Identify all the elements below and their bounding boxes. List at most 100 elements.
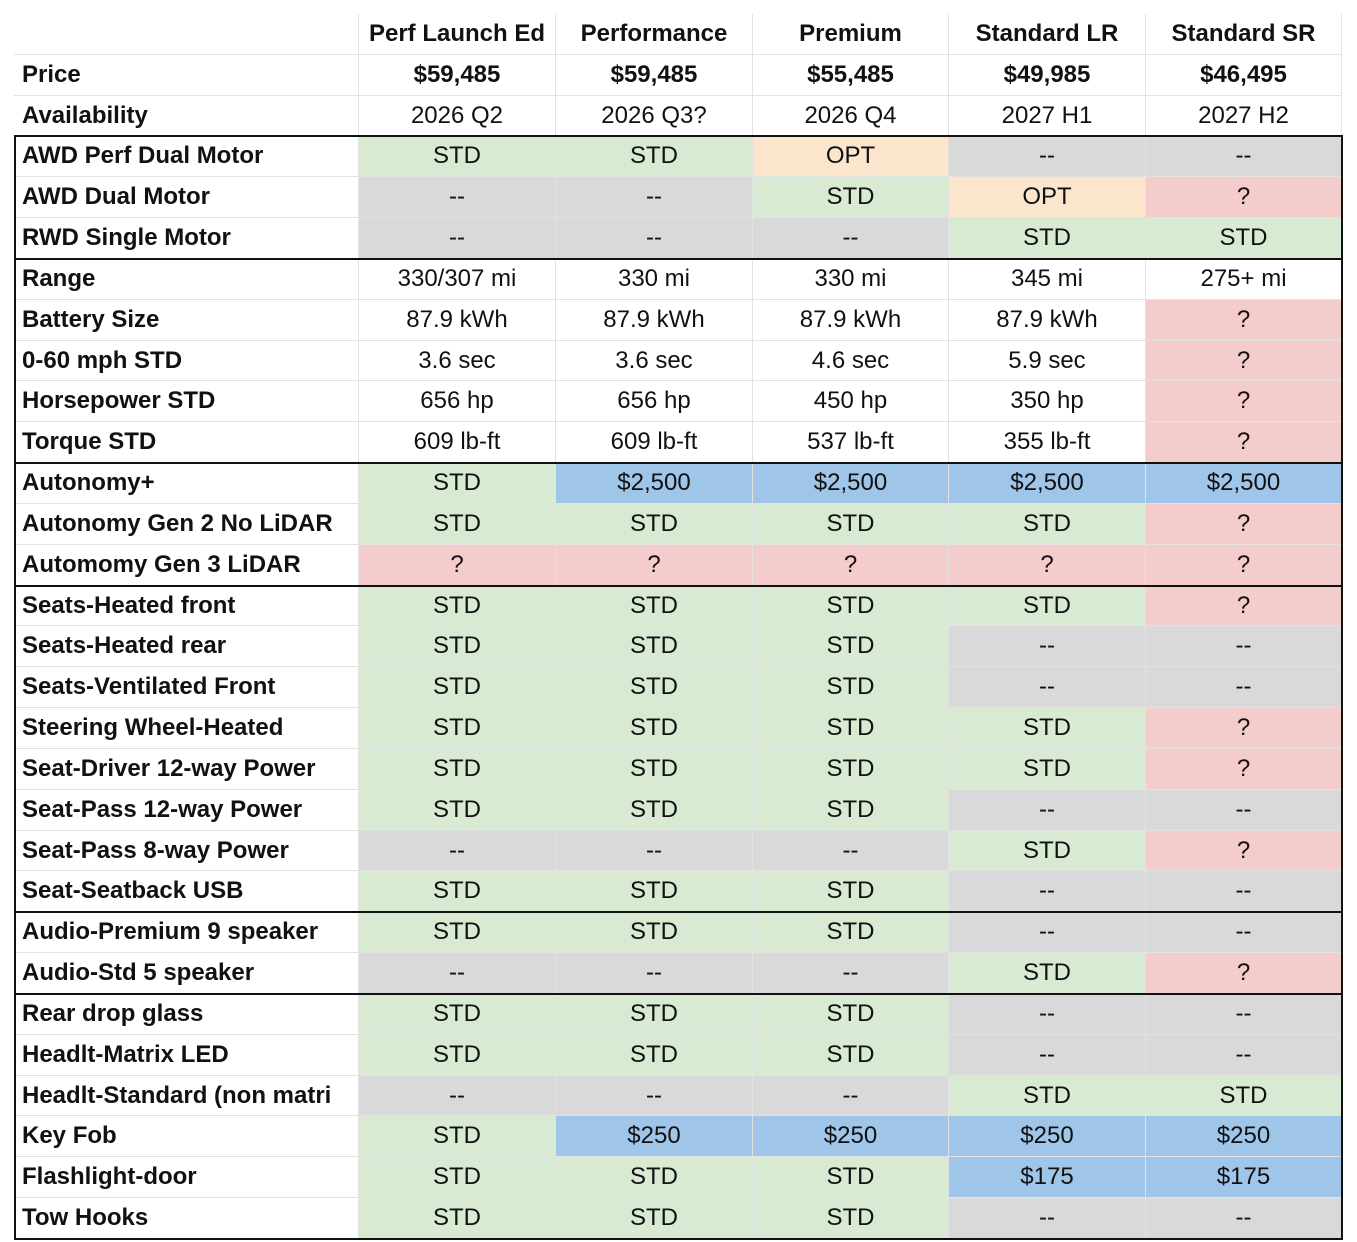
- table-cell: STD: [949, 218, 1146, 259]
- table-cell: 330 mi: [753, 259, 949, 300]
- table-cell: STD: [359, 463, 556, 504]
- table-cell: 355 lb-ft: [949, 422, 1146, 463]
- table-cell: 275+ mi: [1146, 259, 1342, 300]
- row-label: Horsepower STD: [14, 381, 359, 422]
- table-cell: STD: [359, 586, 556, 626]
- table-cell: STD: [949, 1076, 1146, 1116]
- table-cell: 87.9 kWh: [359, 300, 556, 341]
- table-cell: $49,985: [949, 55, 1146, 96]
- table-cell: $59,485: [359, 55, 556, 96]
- table-cell: 2026 Q3?: [556, 96, 753, 136]
- table-cell: $2,500: [753, 463, 949, 504]
- table-cell: 3.6 sec: [359, 341, 556, 381]
- table-cell: --: [1146, 136, 1342, 177]
- table-cell: --: [359, 953, 556, 994]
- column-header: Standard LR: [949, 14, 1146, 55]
- row-label: Headlt-Matrix LED: [14, 1035, 359, 1076]
- table-cell: --: [1146, 871, 1342, 912]
- table-cell: 656 hp: [359, 381, 556, 422]
- table-cell: STD: [359, 626, 556, 667]
- table-cell: STD: [359, 994, 556, 1035]
- table-cell: STD: [359, 667, 556, 708]
- table-cell: STD: [359, 871, 556, 912]
- table-cell: STD: [359, 136, 556, 177]
- table-cell: $2,500: [949, 463, 1146, 504]
- table-cell: STD: [753, 626, 949, 667]
- table-cell: STD: [753, 504, 949, 545]
- table-cell: 537 lb-ft: [753, 422, 949, 463]
- table-cell: ?: [1146, 586, 1342, 626]
- table-cell: STD: [753, 667, 949, 708]
- table-cell: $250: [556, 1116, 753, 1157]
- row-label: 0-60 mph STD: [14, 341, 359, 381]
- row-label: Steering Wheel-Heated: [14, 708, 359, 749]
- row-label: Flashlight-door: [14, 1157, 359, 1198]
- row-label: Seat-Driver 12-way Power: [14, 749, 359, 790]
- row-label: Seats-Heated rear: [14, 626, 359, 667]
- row-label: Tow Hooks: [14, 1198, 359, 1239]
- table-cell: STD: [753, 586, 949, 626]
- table-cell: --: [556, 177, 753, 218]
- table-cell: STD: [949, 831, 1146, 871]
- table-cell: $2,500: [556, 463, 753, 504]
- table-cell: --: [556, 218, 753, 259]
- row-label: AWD Dual Motor: [14, 177, 359, 218]
- table-cell: ?: [949, 545, 1146, 586]
- table-cell: ?: [1146, 708, 1342, 749]
- table-cell: --: [556, 831, 753, 871]
- table-cell: STD: [753, 708, 949, 749]
- column-header: Performance: [556, 14, 753, 55]
- table-cell: $46,495: [1146, 55, 1342, 96]
- table-cell: ?: [1146, 300, 1342, 341]
- table-cell: STD: [949, 586, 1146, 626]
- table-cell: --: [949, 1198, 1146, 1239]
- table-cell: $250: [753, 1116, 949, 1157]
- table-cell: STD: [556, 912, 753, 953]
- table-cell: STD: [949, 708, 1146, 749]
- table-cell: STD: [556, 626, 753, 667]
- table-cell: 2027 H2: [1146, 96, 1342, 136]
- table-cell: $250: [1146, 1116, 1342, 1157]
- table-cell: 3.6 sec: [556, 341, 753, 381]
- table-cell: --: [359, 831, 556, 871]
- table-cell: STD: [753, 1035, 949, 1076]
- row-label: Seats-Ventilated Front: [14, 667, 359, 708]
- table-cell: STD: [949, 504, 1146, 545]
- row-label: Audio-Premium 9 speaker: [14, 912, 359, 953]
- table-cell: --: [949, 994, 1146, 1035]
- table-cell: STD: [753, 871, 949, 912]
- table-cell: ?: [1146, 831, 1342, 871]
- table-cell: 330/307 mi: [359, 259, 556, 300]
- table-cell: ?: [1146, 177, 1342, 218]
- table-cell: STD: [359, 790, 556, 831]
- table-cell: --: [359, 218, 556, 259]
- table-cell: STD: [359, 1116, 556, 1157]
- row-label: Seat-Pass 8-way Power: [14, 831, 359, 871]
- table-cell: --: [753, 831, 949, 871]
- table-cell: STD: [359, 504, 556, 545]
- table-cell: STD: [753, 790, 949, 831]
- table-cell: STD: [753, 1198, 949, 1239]
- table-cell: STD: [556, 1198, 753, 1239]
- table-cell: STD: [949, 749, 1146, 790]
- table-cell: --: [949, 667, 1146, 708]
- table-cell: STD: [1146, 218, 1342, 259]
- table-cell: --: [753, 218, 949, 259]
- table-cell: 656 hp: [556, 381, 753, 422]
- table-cell: 87.9 kWh: [753, 300, 949, 341]
- table-cell: --: [1146, 1035, 1342, 1076]
- table-cell: --: [1146, 994, 1342, 1035]
- table-cell: STD: [949, 953, 1146, 994]
- table-cell: ?: [753, 545, 949, 586]
- table-cell: $2,500: [1146, 463, 1342, 504]
- table-cell: 450 hp: [753, 381, 949, 422]
- table-cell: --: [949, 790, 1146, 831]
- table-cell: STD: [556, 1035, 753, 1076]
- table-cell: --: [753, 953, 949, 994]
- table-cell: $250: [949, 1116, 1146, 1157]
- table-cell: STD: [556, 749, 753, 790]
- row-label: Seats-Heated front: [14, 586, 359, 626]
- table-cell: 609 lb-ft: [359, 422, 556, 463]
- table-cell: 2026 Q2: [359, 96, 556, 136]
